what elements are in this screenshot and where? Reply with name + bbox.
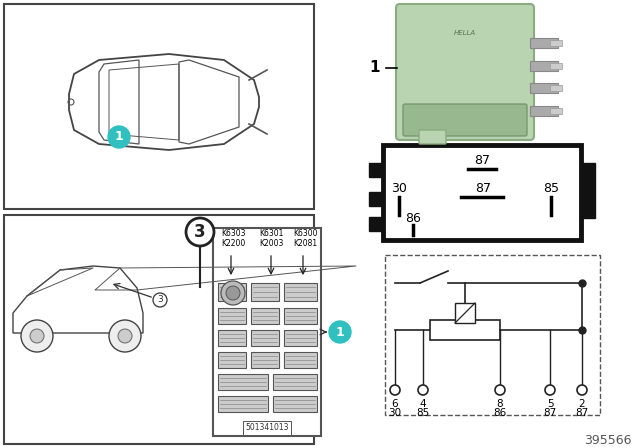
Text: K6300: K6300: [293, 229, 317, 238]
Bar: [550, 63, 562, 69]
Circle shape: [118, 329, 132, 343]
Bar: [581, 163, 595, 218]
FancyBboxPatch shape: [419, 130, 446, 144]
Bar: [530, 38, 558, 48]
Bar: [251, 330, 279, 346]
Text: K6301: K6301: [259, 229, 284, 238]
Bar: [383, 145, 581, 240]
Text: 87: 87: [474, 155, 490, 168]
FancyBboxPatch shape: [396, 4, 534, 140]
Bar: [284, 308, 317, 324]
Bar: [455, 303, 475, 323]
Circle shape: [221, 281, 245, 305]
Text: 87: 87: [575, 408, 589, 418]
Text: 1: 1: [115, 130, 124, 143]
Text: 30: 30: [391, 182, 407, 195]
Circle shape: [577, 385, 587, 395]
Text: 2: 2: [579, 399, 586, 409]
Circle shape: [186, 218, 214, 246]
Text: K6303: K6303: [221, 229, 246, 238]
Bar: [218, 308, 246, 324]
Bar: [550, 40, 562, 46]
Bar: [251, 308, 279, 324]
Circle shape: [226, 286, 240, 300]
Bar: [550, 108, 562, 114]
Circle shape: [108, 126, 130, 148]
Bar: [273, 396, 317, 412]
Bar: [251, 352, 279, 368]
Text: 3: 3: [157, 296, 163, 305]
Bar: [284, 283, 317, 301]
Text: HELLA: HELLA: [454, 30, 476, 36]
Text: 87: 87: [475, 182, 491, 195]
Text: 87: 87: [543, 408, 557, 418]
Bar: [385, 255, 600, 415]
Bar: [4, 4, 314, 209]
Bar: [530, 61, 558, 71]
Bar: [273, 374, 317, 390]
Text: 5: 5: [547, 399, 554, 409]
Circle shape: [545, 385, 555, 395]
Text: 1: 1: [370, 60, 380, 76]
Text: 30: 30: [388, 408, 401, 418]
Circle shape: [21, 320, 53, 352]
Bar: [369, 163, 383, 177]
Bar: [530, 83, 558, 93]
Bar: [4, 215, 314, 444]
Bar: [550, 85, 562, 91]
Text: 1: 1: [335, 326, 344, 339]
Text: 3: 3: [194, 223, 206, 241]
Text: 8: 8: [497, 399, 503, 409]
Bar: [430, 320, 500, 340]
Bar: [284, 330, 317, 346]
Text: 85: 85: [417, 408, 429, 418]
Bar: [369, 217, 383, 231]
Bar: [218, 374, 268, 390]
Circle shape: [109, 320, 141, 352]
Text: 395566: 395566: [584, 434, 632, 447]
Bar: [251, 283, 279, 301]
Text: 501341013: 501341013: [245, 423, 289, 432]
Circle shape: [418, 385, 428, 395]
Bar: [218, 283, 246, 301]
Text: 85: 85: [543, 182, 559, 195]
Bar: [213, 228, 321, 436]
Text: K2003: K2003: [259, 239, 284, 248]
Text: 4: 4: [420, 399, 426, 409]
Bar: [284, 352, 317, 368]
Bar: [218, 352, 246, 368]
Bar: [530, 106, 558, 116]
Text: K2081: K2081: [293, 239, 317, 248]
Text: 6: 6: [392, 399, 398, 409]
Text: 86: 86: [493, 408, 507, 418]
Bar: [218, 330, 246, 346]
Circle shape: [329, 321, 351, 343]
FancyBboxPatch shape: [403, 104, 527, 136]
Text: K2200: K2200: [221, 239, 245, 248]
Circle shape: [30, 329, 44, 343]
Bar: [218, 396, 268, 412]
Text: 86: 86: [405, 211, 421, 224]
Bar: [369, 192, 383, 206]
Circle shape: [495, 385, 505, 395]
Circle shape: [390, 385, 400, 395]
